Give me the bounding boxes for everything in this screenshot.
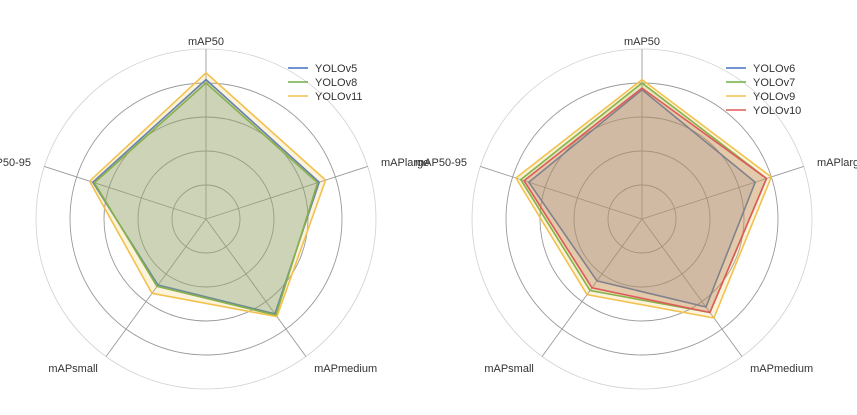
legend-label: YOLOv10 — [753, 105, 801, 117]
series-polygon-yolov11 — [88, 72, 327, 318]
axis-label: mAPmedium — [750, 363, 813, 375]
axis-label: mAPmedium — [314, 363, 377, 375]
axis-spoke — [205, 218, 307, 357]
legend-label: YOLOv11 — [315, 91, 363, 103]
legend-label: YOLOv8 — [315, 77, 357, 89]
axis-label: mAP50 — [624, 36, 660, 48]
legend-label: YOLOv7 — [753, 77, 795, 89]
axis-spoke — [641, 166, 804, 220]
legend-label: YOLOv9 — [753, 91, 795, 103]
axis-label: mAPsmall — [484, 363, 534, 375]
series-polygon-yolov5 — [92, 78, 321, 315]
radar-chart-1: mAP50 mAPlarge mAPmedium mAPsmall mAP50-95 YO… — [0, 36, 429, 390]
axis-label: mAP50-95 — [0, 157, 31, 169]
axis-label: mAPlarge — [381, 157, 429, 169]
axis-spoke — [44, 166, 207, 220]
legend-label: YOLOv6 — [753, 63, 795, 75]
axis-spoke — [205, 166, 368, 220]
axis-spoke — [105, 218, 207, 357]
axis-label: mAPlarge — [817, 157, 857, 169]
radar-chart-2: mAP50 mAPlarge mAPmedium mAPsmall mAP50-95 YO… — [415, 36, 857, 390]
series-polygon-yolov9 — [515, 78, 773, 319]
legend-label: YOLOv5 — [315, 63, 357, 75]
series-polygon-yolov6 — [527, 89, 757, 308]
legend: YOLOv6 YOLOv7 YOLOv9 YOLOv10 — [726, 63, 801, 117]
axis-spoke — [480, 166, 643, 220]
legend: YOLOv5 YOLOv8 YOLOv11 — [288, 63, 363, 103]
series-polygon-yolov10 — [523, 87, 768, 314]
series-polygon-yolov8 — [93, 82, 319, 317]
axis-label: mAP50 — [188, 36, 224, 48]
axis-label: mAPsmall — [48, 363, 98, 375]
axis-label: mAP50-95 — [415, 157, 467, 169]
axis-spoke — [641, 218, 743, 357]
